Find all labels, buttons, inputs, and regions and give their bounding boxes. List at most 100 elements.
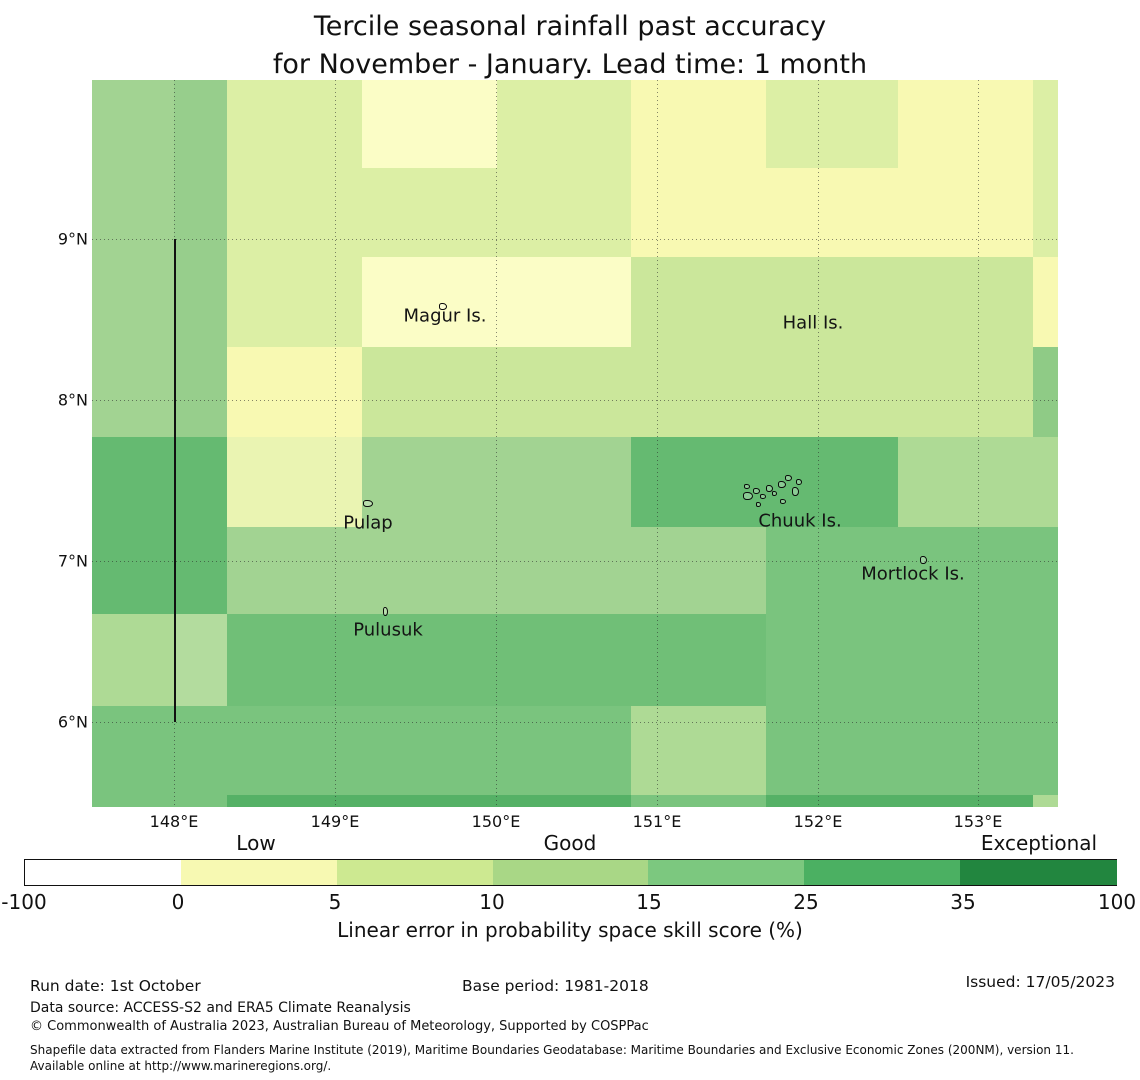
island-outline-icon [363, 500, 373, 507]
map-cell [631, 706, 767, 796]
colorbar-tick-label: 100 [1097, 890, 1137, 914]
island-outline-icon [792, 487, 799, 496]
colorbar-segment [960, 860, 1117, 885]
latitude-gridline [92, 239, 1057, 240]
footer-base-period: Base period: 1981-2018 [462, 977, 649, 995]
map-cell [92, 168, 175, 258]
map-cell [766, 257, 899, 348]
longitude-gridline [496, 80, 497, 806]
map-cell [1033, 168, 1058, 258]
map-cell [631, 168, 767, 258]
map-cell [92, 80, 175, 169]
island-outline-icon [756, 502, 761, 507]
map-cell [174, 437, 228, 528]
colorbar-segment [492, 860, 649, 885]
map-cell [1033, 795, 1058, 807]
map-cell [1033, 437, 1058, 528]
colorbar-tick-label: 5 [328, 890, 342, 914]
map-cell [227, 706, 363, 796]
island-label: Mortlock Is. [861, 563, 965, 585]
map-cell [92, 614, 175, 707]
map-cell [362, 437, 498, 528]
map-cell [227, 437, 363, 528]
island-outline-icon [383, 607, 388, 616]
colorbar-segment [25, 860, 182, 885]
island-outline-icon [753, 488, 760, 494]
island-outline-icon [780, 499, 786, 504]
island-outline-icon [744, 484, 750, 489]
colorbar-tick-label: 15 [636, 890, 662, 914]
footer-copyright: © Commonwealth of Australia 2023, Austra… [30, 1019, 649, 1034]
map-cell [631, 437, 767, 528]
longitude-gridline [335, 80, 336, 806]
map-cell [174, 527, 228, 615]
map-cell [766, 168, 899, 258]
map-cell [174, 706, 228, 796]
longitude-gridline [978, 80, 979, 806]
map-cell [898, 527, 1034, 615]
y-axis-tick-label: 8°N [57, 390, 88, 410]
colorbar-segment [804, 860, 961, 885]
map-cell [174, 257, 228, 348]
map-cell [227, 80, 363, 169]
colorbar [24, 859, 1117, 886]
island-outline-icon [760, 494, 766, 499]
island-outline-icon [772, 491, 777, 496]
latitude-gridline [92, 722, 1057, 723]
skill-category-label: Low [236, 831, 276, 855]
island-outline-icon [785, 475, 792, 481]
island-outline-icon [743, 492, 753, 500]
map-cell [227, 527, 363, 615]
map-cell [898, 437, 1034, 528]
x-axis-tick-label: 153°E [953, 812, 1003, 831]
map-cell [898, 795, 1034, 807]
island-label: Hall Is. [782, 312, 844, 334]
map-cell [497, 437, 632, 528]
map-cell [898, 614, 1034, 707]
colorbar-tick-label: 10 [479, 890, 505, 914]
map-cell [631, 347, 767, 438]
map-cell [898, 168, 1034, 258]
colorbar-segment [180, 860, 338, 885]
map-cell [766, 527, 899, 615]
map-cell [362, 347, 498, 438]
colorbar-tick-label: 0 [171, 890, 185, 914]
map-cell [1033, 706, 1058, 796]
map-cell [227, 257, 363, 348]
map-cell [92, 347, 175, 438]
map-cell [227, 168, 363, 258]
map-cell [1033, 347, 1058, 438]
map-cell [92, 795, 175, 807]
y-axis-tick-label: 6°N [57, 712, 88, 732]
map-cell [174, 80, 228, 169]
map-cell [362, 614, 498, 707]
map-cell [92, 257, 175, 348]
map-cell [898, 80, 1034, 169]
island-label: Pulap [343, 512, 393, 534]
chart-title-line1: Tercile seasonal rainfall past accuracy [313, 11, 827, 42]
map-cell [227, 795, 363, 807]
skill-category-label: Exceptional [980, 831, 1098, 855]
x-axis-tick-label: 150°E [471, 812, 521, 831]
map-cell [766, 437, 899, 528]
map-cell [631, 614, 767, 707]
map-cell [497, 795, 632, 807]
map-cell [766, 706, 899, 796]
map-cell [1033, 614, 1058, 707]
map-cell [898, 706, 1034, 796]
x-axis-tick-label: 152°E [793, 812, 843, 831]
y-axis-tick-label: 9°N [57, 229, 88, 249]
map-cell [1033, 80, 1058, 169]
map-cell [1033, 527, 1058, 615]
skill-category-label: Good [543, 831, 597, 855]
longitude-gridline [657, 80, 658, 806]
map-cell [497, 706, 632, 796]
colorbar-segment [648, 860, 805, 885]
map-cell [766, 614, 899, 707]
map-cell [174, 347, 228, 438]
latitude-gridline [92, 561, 1057, 562]
map-cell [497, 614, 632, 707]
map-cell [766, 80, 899, 169]
map-cell [362, 168, 498, 258]
